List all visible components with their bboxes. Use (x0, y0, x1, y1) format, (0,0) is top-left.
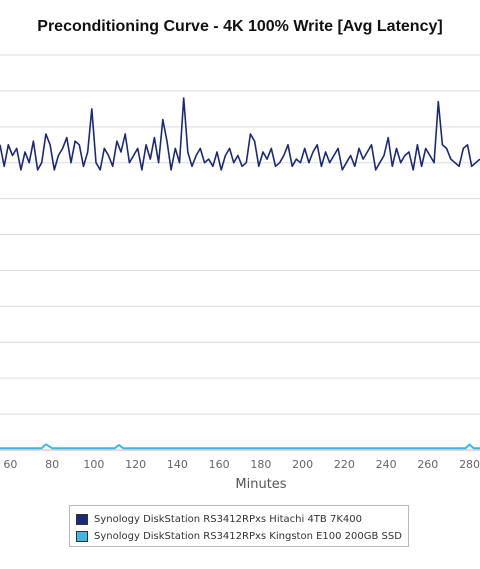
legend-swatch-kingston (76, 530, 88, 542)
series-line-1 (0, 443, 480, 450)
x-tick-label: 140 (167, 458, 188, 471)
legend-label-kingston: Synology DiskStation RS3412RPxs Kingston… (94, 530, 402, 542)
legend-item-kingston: Synology DiskStation RS3412RPxs Kingston… (76, 529, 402, 543)
x-tick-label: 100 (83, 458, 104, 471)
x-tick-label: 200 (292, 458, 313, 471)
x-tick-label: 120 (125, 458, 146, 471)
legend-item-hitachi: Synology DiskStation RS3412RPxs Hitachi … (76, 512, 362, 526)
legend-label-hitachi: Synology DiskStation RS3412RPxs Hitachi … (94, 513, 362, 525)
x-tick-label: 260 (417, 458, 438, 471)
x-tick-label: 220 (334, 458, 355, 471)
legend-swatch-hitachi (76, 513, 88, 525)
chart-title: Preconditioning Curve - 4K 100% Write [A… (37, 18, 443, 35)
x-tick-label: 180 (250, 458, 271, 471)
series-line-0 (0, 97, 480, 171)
x-tick-label: 280 (459, 458, 480, 471)
x-tick-label: 160 (209, 458, 230, 471)
legend: Synology DiskStation RS3412RPxs Hitachi … (69, 505, 409, 547)
x-tick-labels: 60 80 100 120 140 160 180 200 220 240 260 280 (3, 458, 480, 471)
x-tick-label: 240 (376, 458, 397, 471)
x-tick-label: 60 (3, 458, 17, 471)
x-tick-label: 80 (45, 458, 59, 471)
x-axis-label: Minutes (235, 477, 287, 492)
series-lines (0, 97, 480, 450)
gridlines (0, 54, 480, 451)
